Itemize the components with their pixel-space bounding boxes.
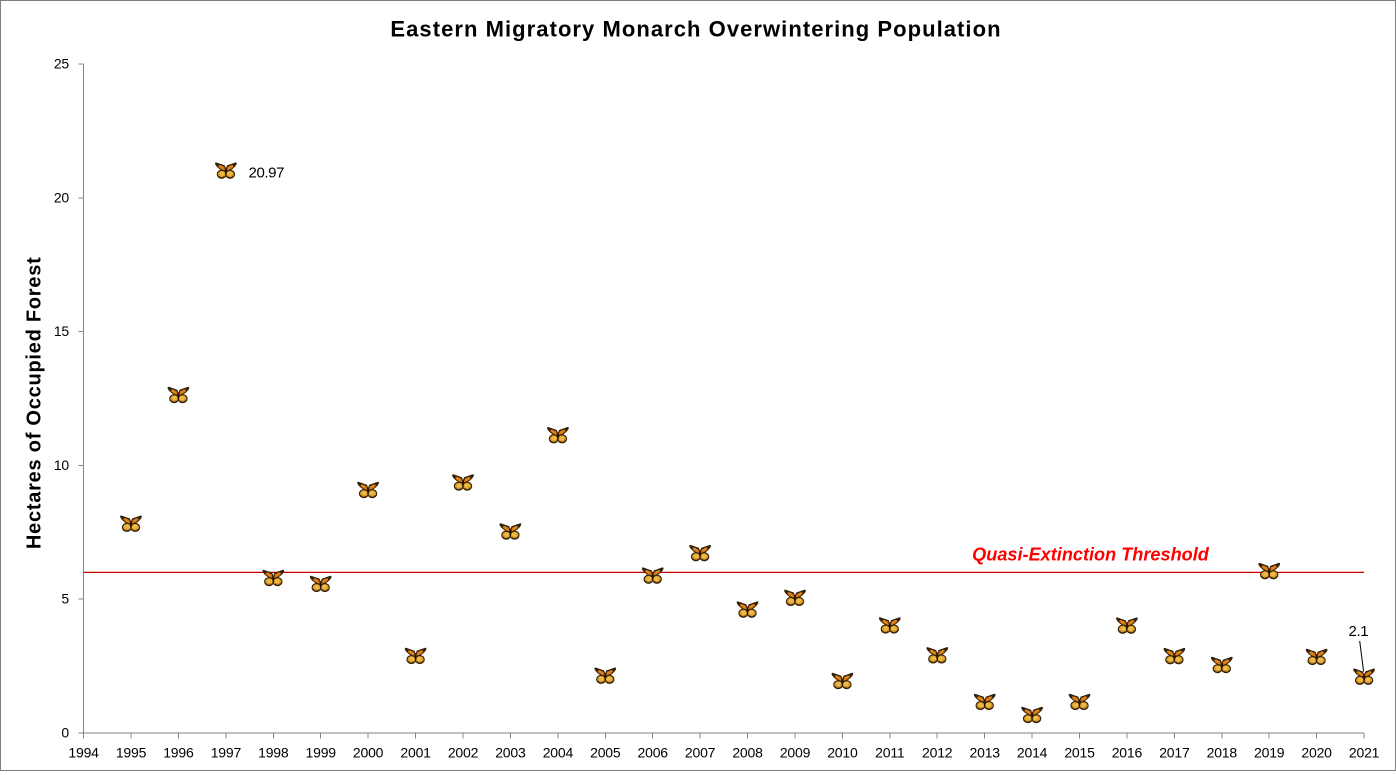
svg-text:20: 20 [54,190,70,206]
svg-text:2014: 2014 [1017,745,1048,761]
svg-text:2018: 2018 [1207,745,1238,761]
svg-text:1998: 1998 [258,745,289,761]
svg-text:15: 15 [54,323,70,339]
svg-text:Quasi-Extinction Threshold: Quasi-Extinction Threshold [972,543,1209,564]
svg-text:2020: 2020 [1301,745,1332,761]
svg-text:Hectares of Occupied Forest: Hectares of Occupied Forest [23,257,45,550]
svg-text:2017: 2017 [1159,745,1190,761]
svg-text:2008: 2008 [732,745,763,761]
svg-text:2011: 2011 [875,745,905,761]
svg-text:20.97: 20.97 [249,165,285,182]
svg-text:2006: 2006 [638,745,669,761]
svg-text:2012: 2012 [922,745,953,761]
svg-text:2016: 2016 [1112,745,1143,761]
svg-text:Eastern Migratory Monarch Over: Eastern Migratory Monarch Overwintering … [390,17,1001,42]
svg-text:2009: 2009 [780,745,811,761]
svg-text:2007: 2007 [685,745,716,761]
svg-text:2013: 2013 [970,745,1001,761]
svg-text:2021: 2021 [1349,745,1380,761]
svg-text:2000: 2000 [353,745,384,761]
svg-text:2019: 2019 [1254,745,1285,761]
svg-text:2005: 2005 [590,745,621,761]
svg-text:25: 25 [54,56,70,72]
svg-text:10: 10 [54,457,70,473]
svg-text:1996: 1996 [163,745,194,761]
svg-text:2001: 2001 [400,745,431,761]
svg-text:2015: 2015 [1064,745,1095,761]
svg-text:2010: 2010 [827,745,858,761]
svg-text:2004: 2004 [543,745,574,761]
svg-text:1994: 1994 [68,745,99,761]
svg-text:1999: 1999 [306,745,337,761]
svg-text:0: 0 [61,725,69,741]
svg-text:2002: 2002 [448,745,479,761]
svg-text:2003: 2003 [495,745,526,761]
svg-text:1995: 1995 [116,745,147,761]
svg-text:1997: 1997 [211,745,242,761]
svg-text:2.1: 2.1 [1349,623,1369,640]
svg-text:5: 5 [61,591,69,607]
